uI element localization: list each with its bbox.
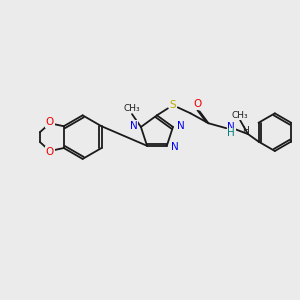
Text: N: N: [171, 142, 178, 152]
Text: S: S: [169, 100, 176, 110]
Text: O: O: [46, 147, 54, 157]
Text: O: O: [46, 117, 54, 127]
Text: N: N: [130, 121, 138, 131]
Text: O: O: [194, 99, 202, 110]
Text: CH₃: CH₃: [124, 103, 140, 112]
Text: N: N: [177, 121, 185, 131]
Text: N: N: [227, 122, 235, 132]
Text: H: H: [242, 126, 248, 135]
Text: CH₃: CH₃: [232, 111, 248, 120]
Text: H: H: [227, 128, 235, 138]
